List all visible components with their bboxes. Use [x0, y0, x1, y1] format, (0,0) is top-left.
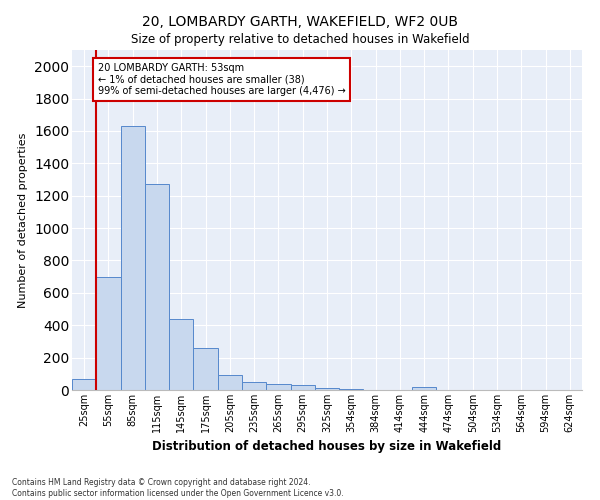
Bar [290, 385, 315, 390]
Bar [339, 389, 364, 390]
Y-axis label: Number of detached properties: Number of detached properties [19, 132, 28, 308]
Bar [169, 319, 193, 390]
Text: 20 LOMBARDY GARTH: 53sqm
← 1% of detached houses are smaller (38)
99% of semi-de: 20 LOMBARDY GARTH: 53sqm ← 1% of detache… [97, 63, 345, 96]
Bar [121, 126, 145, 390]
Text: 20, LOMBARDY GARTH, WAKEFIELD, WF2 0UB: 20, LOMBARDY GARTH, WAKEFIELD, WF2 0UB [142, 15, 458, 29]
Bar [315, 388, 339, 390]
Text: Contains HM Land Registry data © Crown copyright and database right 2024.
Contai: Contains HM Land Registry data © Crown c… [12, 478, 344, 498]
Bar [218, 374, 242, 390]
Bar [193, 348, 218, 390]
Bar [412, 387, 436, 390]
Bar [242, 382, 266, 390]
X-axis label: Distribution of detached houses by size in Wakefield: Distribution of detached houses by size … [152, 440, 502, 454]
Bar [145, 184, 169, 390]
Bar [72, 380, 96, 390]
Bar [266, 384, 290, 390]
Text: Size of property relative to detached houses in Wakefield: Size of property relative to detached ho… [131, 32, 469, 46]
Bar [96, 276, 121, 390]
